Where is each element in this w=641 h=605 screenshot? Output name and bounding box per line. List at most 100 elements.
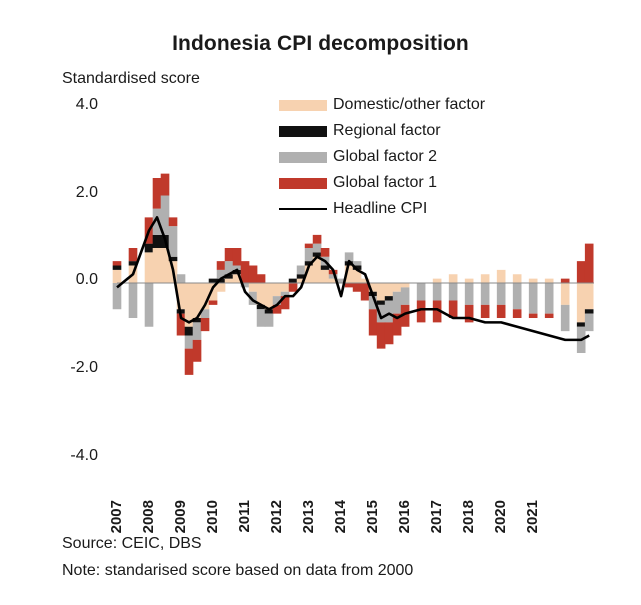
bar-global2: [176, 274, 186, 283]
bar-domestic: [576, 283, 586, 323]
bar-global1: [528, 313, 538, 319]
bar-global2: [152, 208, 162, 235]
bar-domestic: [296, 278, 306, 284]
bar-domestic: [360, 278, 370, 284]
bar-global2: [336, 278, 346, 284]
bar-regional: [264, 309, 274, 314]
bar-global1: [240, 261, 250, 284]
bar-global1: [288, 283, 298, 292]
bar-domestic: [400, 283, 410, 288]
legend-label: Domestic/other factor: [333, 96, 486, 113]
bar-domestic: [320, 269, 330, 284]
bar-global2: [352, 261, 362, 266]
bar-global2: [416, 283, 426, 301]
y-tick-label: 0.0: [75, 271, 98, 288]
chart-legend: Domestic/other factor Regional factor Gl…: [279, 92, 485, 222]
bar-regional: [352, 265, 362, 270]
legend-label: Headline CPI: [333, 200, 428, 217]
legend-label: Global factor 2: [333, 148, 438, 165]
bar-regional: [168, 256, 178, 262]
bar-global1: [320, 248, 330, 257]
bar-global2: [464, 283, 474, 305]
bar-global2: [200, 309, 210, 318]
bar-global2: [480, 283, 490, 305]
bar-global1: [272, 304, 282, 314]
bar-global2: [264, 313, 274, 327]
bar-domestic: [448, 274, 458, 283]
bar-domestic: [200, 283, 210, 310]
x-tick-label: 2020: [492, 500, 510, 534]
bar-global2: [400, 287, 410, 305]
x-tick-label: 2017: [428, 500, 446, 534]
bar-global1: [248, 265, 258, 283]
bar-global1: [448, 300, 458, 318]
legend-label: Regional factor: [333, 122, 441, 139]
bar-global2: [168, 226, 178, 257]
bar-domestic: [560, 283, 570, 305]
legend-item-domestic: Domestic/other factor: [279, 92, 485, 118]
x-tick-label: 2014: [332, 500, 350, 534]
bar-global2: [584, 313, 594, 332]
legend-item-regional: Regional factor: [279, 118, 485, 144]
bar-regional: [312, 252, 322, 257]
bar-global1: [584, 243, 594, 283]
bar-domestic: [208, 283, 218, 301]
bar-global1: [496, 304, 506, 319]
bar-global1: [200, 318, 210, 332]
bar-domestic: [384, 283, 394, 297]
legend-swatch-regional: [279, 125, 327, 137]
bar-domestic: [192, 283, 202, 318]
bar-regional: [192, 318, 202, 323]
bar-global1: [360, 283, 370, 301]
bar-global1: [464, 304, 474, 323]
bar-global2: [544, 283, 554, 314]
bar-domestic: [432, 278, 442, 284]
x-tick-label: 2011: [236, 500, 254, 533]
y-tick-label: -4.0: [70, 447, 98, 464]
bar-domestic: [152, 248, 162, 283]
bar-domestic: [344, 265, 354, 283]
bar-domestic: [368, 283, 378, 292]
legend-item-headline: Headline CPI: [279, 196, 485, 222]
bar-regional: [208, 278, 218, 284]
source-note: Source: CEIC, DBS: [62, 535, 202, 552]
bar-regional: [296, 274, 306, 279]
chart-title: Indonesia CPI decomposition: [172, 32, 469, 55]
bar-global1: [224, 248, 234, 262]
bar-global1: [368, 309, 378, 336]
bar-global1: [192, 339, 202, 362]
bar-global2: [160, 195, 170, 235]
bar-global2: [216, 269, 226, 279]
bar-domestic: [232, 274, 242, 283]
legend-swatch-global2: [279, 151, 327, 163]
bar-global1: [576, 261, 586, 284]
bar-regional: [224, 274, 234, 279]
bar-domestic: [280, 283, 290, 292]
bar-global1: [312, 234, 322, 244]
bar-domestic: [256, 283, 266, 305]
bar-domestic: [272, 283, 282, 297]
bar-global2: [384, 300, 394, 323]
bar-global1: [384, 322, 394, 345]
bar-global2: [432, 283, 442, 301]
x-tick-label: 2012: [268, 500, 286, 534]
bar-global2: [280, 291, 290, 297]
bar-global1: [280, 296, 290, 310]
x-tick-label: 2016: [396, 500, 414, 534]
x-tick-label: 2015: [364, 500, 382, 534]
bar-global1: [304, 243, 314, 248]
bar-global2: [512, 283, 522, 310]
bar-domestic: [584, 283, 594, 310]
bar-global2: [448, 283, 458, 301]
bar-global2: [312, 243, 322, 253]
bar-global2: [112, 283, 122, 310]
bar-global1: [512, 309, 522, 318]
bar-global1: [112, 261, 122, 266]
footnote: Note: standarised score based on data fr…: [62, 562, 414, 579]
bar-regional: [320, 265, 330, 270]
bar-global2: [392, 291, 402, 314]
legend-swatch-global1: [279, 177, 327, 189]
bar-global2: [240, 283, 250, 288]
bar-global2: [272, 296, 282, 305]
